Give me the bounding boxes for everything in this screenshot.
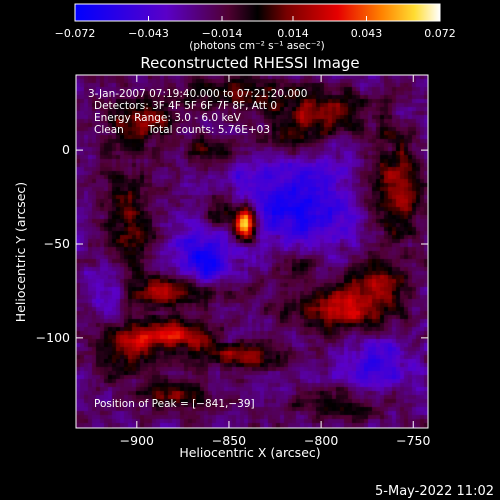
annotation-energy-range: Energy Range: 3.0 - 6.0 keV <box>94 112 242 124</box>
colorbar-gradient <box>74 3 441 22</box>
x-tick-label: −900 <box>120 433 154 448</box>
annotation-peak-position: Position of Peak = [−841,−39] <box>94 398 255 410</box>
annotation-total-counts: Total counts: 5.76E+03 <box>147 124 270 136</box>
chart-title: Reconstructed RHESSI Image <box>140 54 359 72</box>
x-axis-label: Heliocentric X (arcsec) <box>179 445 320 460</box>
y-tick-label: −50 <box>44 236 70 251</box>
x-tick-label: −800 <box>304 433 338 448</box>
y-tick-label: 0 <box>62 142 70 157</box>
colorbar-ticks: −0.072 −0.043 −0.014 0.014 0.043 0.072 <box>55 16 456 40</box>
colorbar-tick-label: 0.014 <box>277 27 309 40</box>
annotation-detectors: Detectors: 3F 4F 5F 6F 7F 8F, Att 0 <box>94 100 277 112</box>
colorbar-tick-label: −0.014 <box>202 27 243 40</box>
colorbar-tick-label: 0.072 <box>424 27 456 40</box>
colorbar-tick-label: −0.072 <box>55 27 96 40</box>
x-tick-label: −750 <box>396 433 430 448</box>
plot-frame <box>75 74 429 429</box>
colorbar-unit-label: (photons cm⁻² s⁻¹ asec⁻²) <box>189 40 324 52</box>
plot-area: −900 −850 −800 −750 0 −50 −100 3-Jan-2007 07:1… <box>36 74 430 448</box>
annotation-time-range: 3-Jan-2007 07:19:40.000 to 07:21:20.000 <box>88 88 307 100</box>
colorbar-tick-label: −0.043 <box>128 27 169 40</box>
heatmap-image <box>76 75 428 428</box>
axis-ticks: −900 −850 −800 −750 0 −50 −100 <box>36 75 430 448</box>
y-tick-label: −100 <box>36 330 70 345</box>
y-axis-label: Heliocentric Y (arcsec) <box>13 182 28 322</box>
annotation-method: Clean <box>94 124 124 136</box>
x-tick-label: −850 <box>212 433 246 448</box>
date-stamp: 5-May-2022 11:02 <box>375 484 494 499</box>
colorbar: −0.072 −0.043 −0.014 0.014 0.043 0.072 (photo… <box>55 3 456 52</box>
colorbar-tick-label: 0.043 <box>351 27 383 40</box>
